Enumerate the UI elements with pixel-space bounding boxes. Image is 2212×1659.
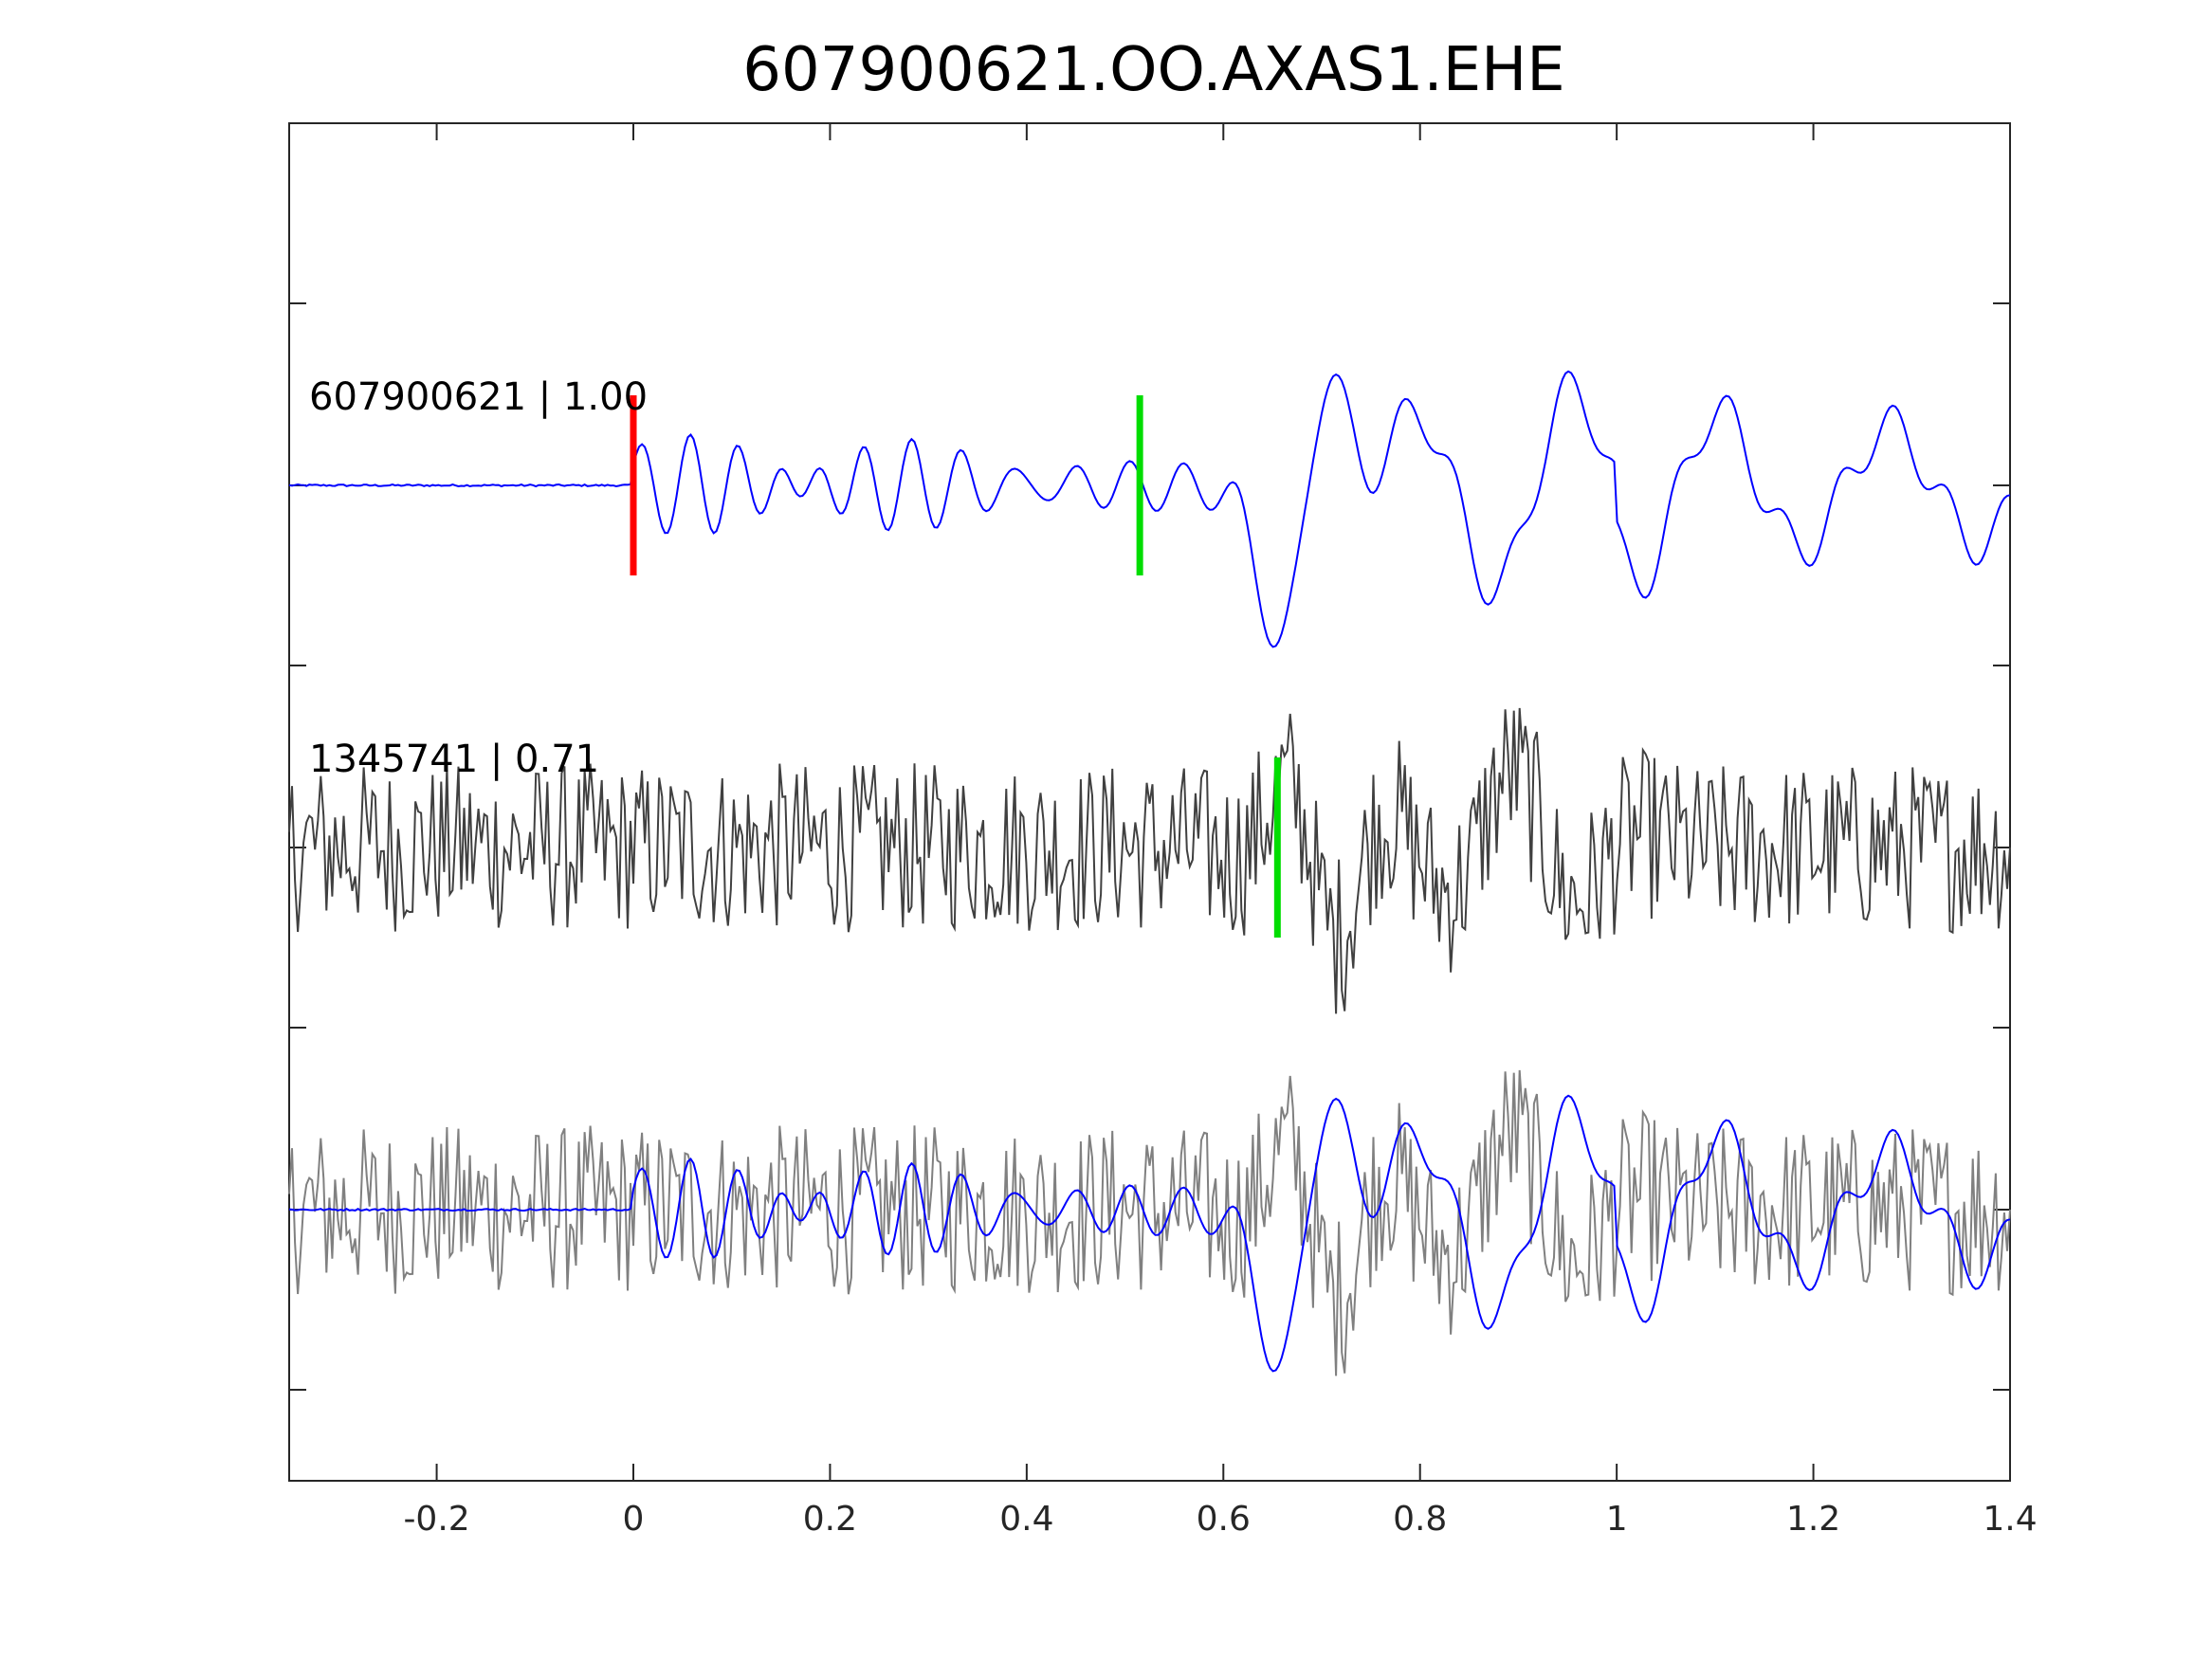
chart-title: 607900621.OO.AXAS1.EHE [742,35,1564,105]
trace-label-2: 1345741 | 0.71 [309,738,599,781]
trace-3-waveform [288,1069,2011,1376]
trace-2-waveform [288,707,2011,1014]
trace-3-overlay [288,1094,2011,1373]
x-tick-label: 0.8 [1393,1500,1447,1539]
x-tick-label: 1 [1606,1500,1628,1539]
x-tick-label: -0.2 [403,1500,469,1539]
trace-label-1: 607900621 | 1.00 [309,375,648,419]
x-tick-label: 0.6 [1197,1500,1251,1539]
phase-markers [630,395,1281,938]
trace-labels: 607900621 | 1.00 1345741 | 0.71 [309,375,648,781]
trace-1-waveform [288,370,2011,648]
x-tick-label: 0 [623,1500,645,1539]
x-tick-label: 0.4 [999,1500,1053,1539]
x-tick-label: 1.2 [1786,1500,1840,1539]
x-tick-label: 0.2 [803,1500,857,1539]
x-tick-labels: -0.2 0 0.2 0.4 0.6 0.8 1 1.2 1.4 [403,1500,2037,1539]
waveform-traces [288,370,2011,1376]
x-tick-label: 1.4 [1983,1500,2037,1539]
